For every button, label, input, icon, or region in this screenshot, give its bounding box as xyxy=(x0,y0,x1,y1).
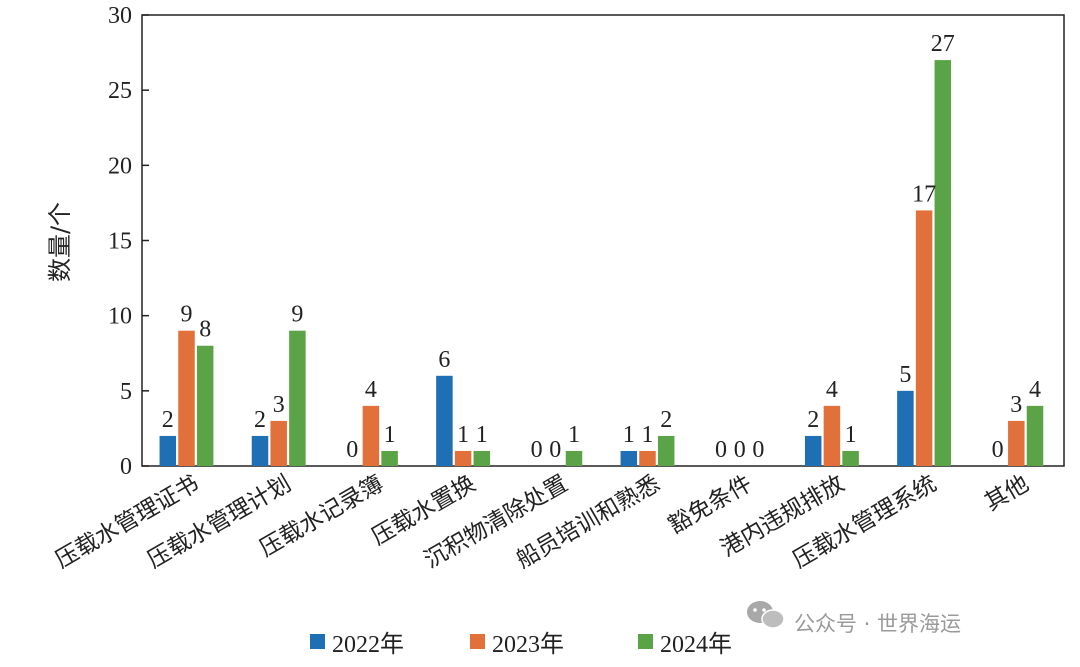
data-label: 0 xyxy=(992,437,1004,463)
data-label: 0 xyxy=(715,437,727,463)
data-label: 0 xyxy=(752,437,764,463)
bar xyxy=(639,450,656,466)
data-label: 1 xyxy=(457,422,469,448)
bar xyxy=(804,435,822,466)
data-label: 4 xyxy=(1029,377,1041,403)
bar xyxy=(362,405,380,466)
bar xyxy=(915,210,933,466)
bar xyxy=(454,450,472,466)
legend-label: 2022年 xyxy=(332,631,404,658)
data-label: 0 xyxy=(531,437,543,463)
data-label: 17 xyxy=(912,181,936,207)
legend-label: 2023年 xyxy=(492,631,564,658)
bar xyxy=(289,330,306,466)
bar xyxy=(436,375,453,466)
legend-label: 2024年 xyxy=(660,631,732,658)
y-axis-ticks: 0 5 10 15 20 25 30 xyxy=(108,3,149,480)
bar xyxy=(1026,405,1044,466)
data-label: 1 xyxy=(623,422,635,448)
legend-swatch xyxy=(470,634,485,649)
data-label: 27 xyxy=(931,31,955,57)
legend-swatch xyxy=(310,634,325,649)
data-label: 0 xyxy=(549,437,561,463)
bar xyxy=(178,330,195,466)
bar xyxy=(620,450,638,466)
category-labels: 压载水管理证书压载水管理计划压载水记录簿压载水置换沉积物清除处置船员培训和熟悉豁… xyxy=(51,471,1033,574)
bar xyxy=(159,435,177,466)
data-label: 1 xyxy=(476,422,488,448)
data-label: 1 xyxy=(642,422,654,448)
data-label: 0 xyxy=(734,437,746,463)
bar xyxy=(473,450,491,466)
data-label: 2 xyxy=(660,407,672,433)
bar xyxy=(842,450,859,466)
bar xyxy=(565,450,583,466)
bar xyxy=(897,390,914,466)
bar xyxy=(823,405,841,466)
data-label: 4 xyxy=(365,377,377,403)
y-tick-label: 30 xyxy=(108,3,132,29)
data-label: 1 xyxy=(568,422,580,448)
bar xyxy=(1008,420,1025,466)
y-tick-label: 20 xyxy=(108,153,132,179)
bar xyxy=(270,420,287,466)
watermark: 公众号 · 世界海运 xyxy=(747,601,961,636)
watermark-text: 公众号 · 世界海运 xyxy=(794,612,961,636)
bar xyxy=(381,450,398,466)
y-tick-label: 15 xyxy=(108,229,132,255)
y-tick-label: 25 xyxy=(108,78,132,104)
y-tick-label: 0 xyxy=(120,454,132,480)
data-label: 6 xyxy=(438,347,450,373)
y-tick-label: 10 xyxy=(108,304,132,330)
data-label: 9 xyxy=(181,302,193,328)
bar xyxy=(251,435,269,466)
data-label: 2 xyxy=(807,407,819,433)
bars xyxy=(159,60,1044,466)
data-label: 9 xyxy=(291,302,303,328)
legend-swatch xyxy=(638,634,653,649)
wechat-icon xyxy=(747,601,785,629)
data-label: 1 xyxy=(845,422,857,448)
data-label: 0 xyxy=(346,437,358,463)
bar xyxy=(934,60,952,466)
bar xyxy=(657,435,675,466)
data-label: 8 xyxy=(199,317,211,343)
data-label: 2 xyxy=(162,407,174,433)
data-label: 1 xyxy=(384,422,396,448)
data-label: 3 xyxy=(273,392,285,418)
y-tick-label: 5 xyxy=(120,379,132,405)
bar xyxy=(196,345,214,466)
data-label: 2 xyxy=(254,407,266,433)
data-label: 3 xyxy=(1010,392,1022,418)
legend: 2022年 2023年 2024年 xyxy=(310,631,732,658)
data-label: 5 xyxy=(899,362,911,388)
category-label: 其他 xyxy=(980,471,1033,517)
data-label: 4 xyxy=(826,377,838,403)
y-axis-label: 数量/个 xyxy=(46,202,74,282)
